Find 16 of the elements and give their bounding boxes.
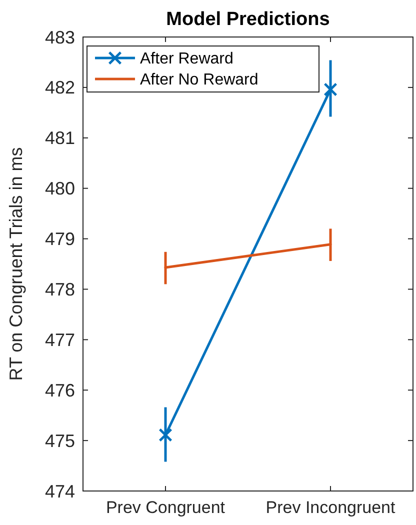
y-tick-label: 474: [44, 481, 75, 502]
y-tick-label: 480: [44, 178, 75, 199]
y-tick-label: 476: [44, 380, 75, 400]
legend-label: After Reward: [140, 50, 234, 68]
chart-title: Model Predictions: [166, 9, 330, 30]
y-tick-label: 483: [44, 27, 75, 48]
x-tick-label: Prev Incongruent: [266, 498, 396, 517]
y-tick-label: 478: [44, 280, 75, 300]
x-tick-label: Prev Congruent: [106, 498, 226, 517]
y-axis-title: RT on Congruent Trials in ms: [6, 147, 26, 381]
y-tick-label: 475: [44, 430, 75, 451]
y-tick-label: 479: [44, 229, 75, 250]
y-tick-label: 481: [44, 128, 75, 148]
y-tick-label: 477: [44, 330, 75, 350]
legend-label: After No Reward: [140, 72, 258, 89]
y-tick-label: 482: [44, 78, 75, 98]
